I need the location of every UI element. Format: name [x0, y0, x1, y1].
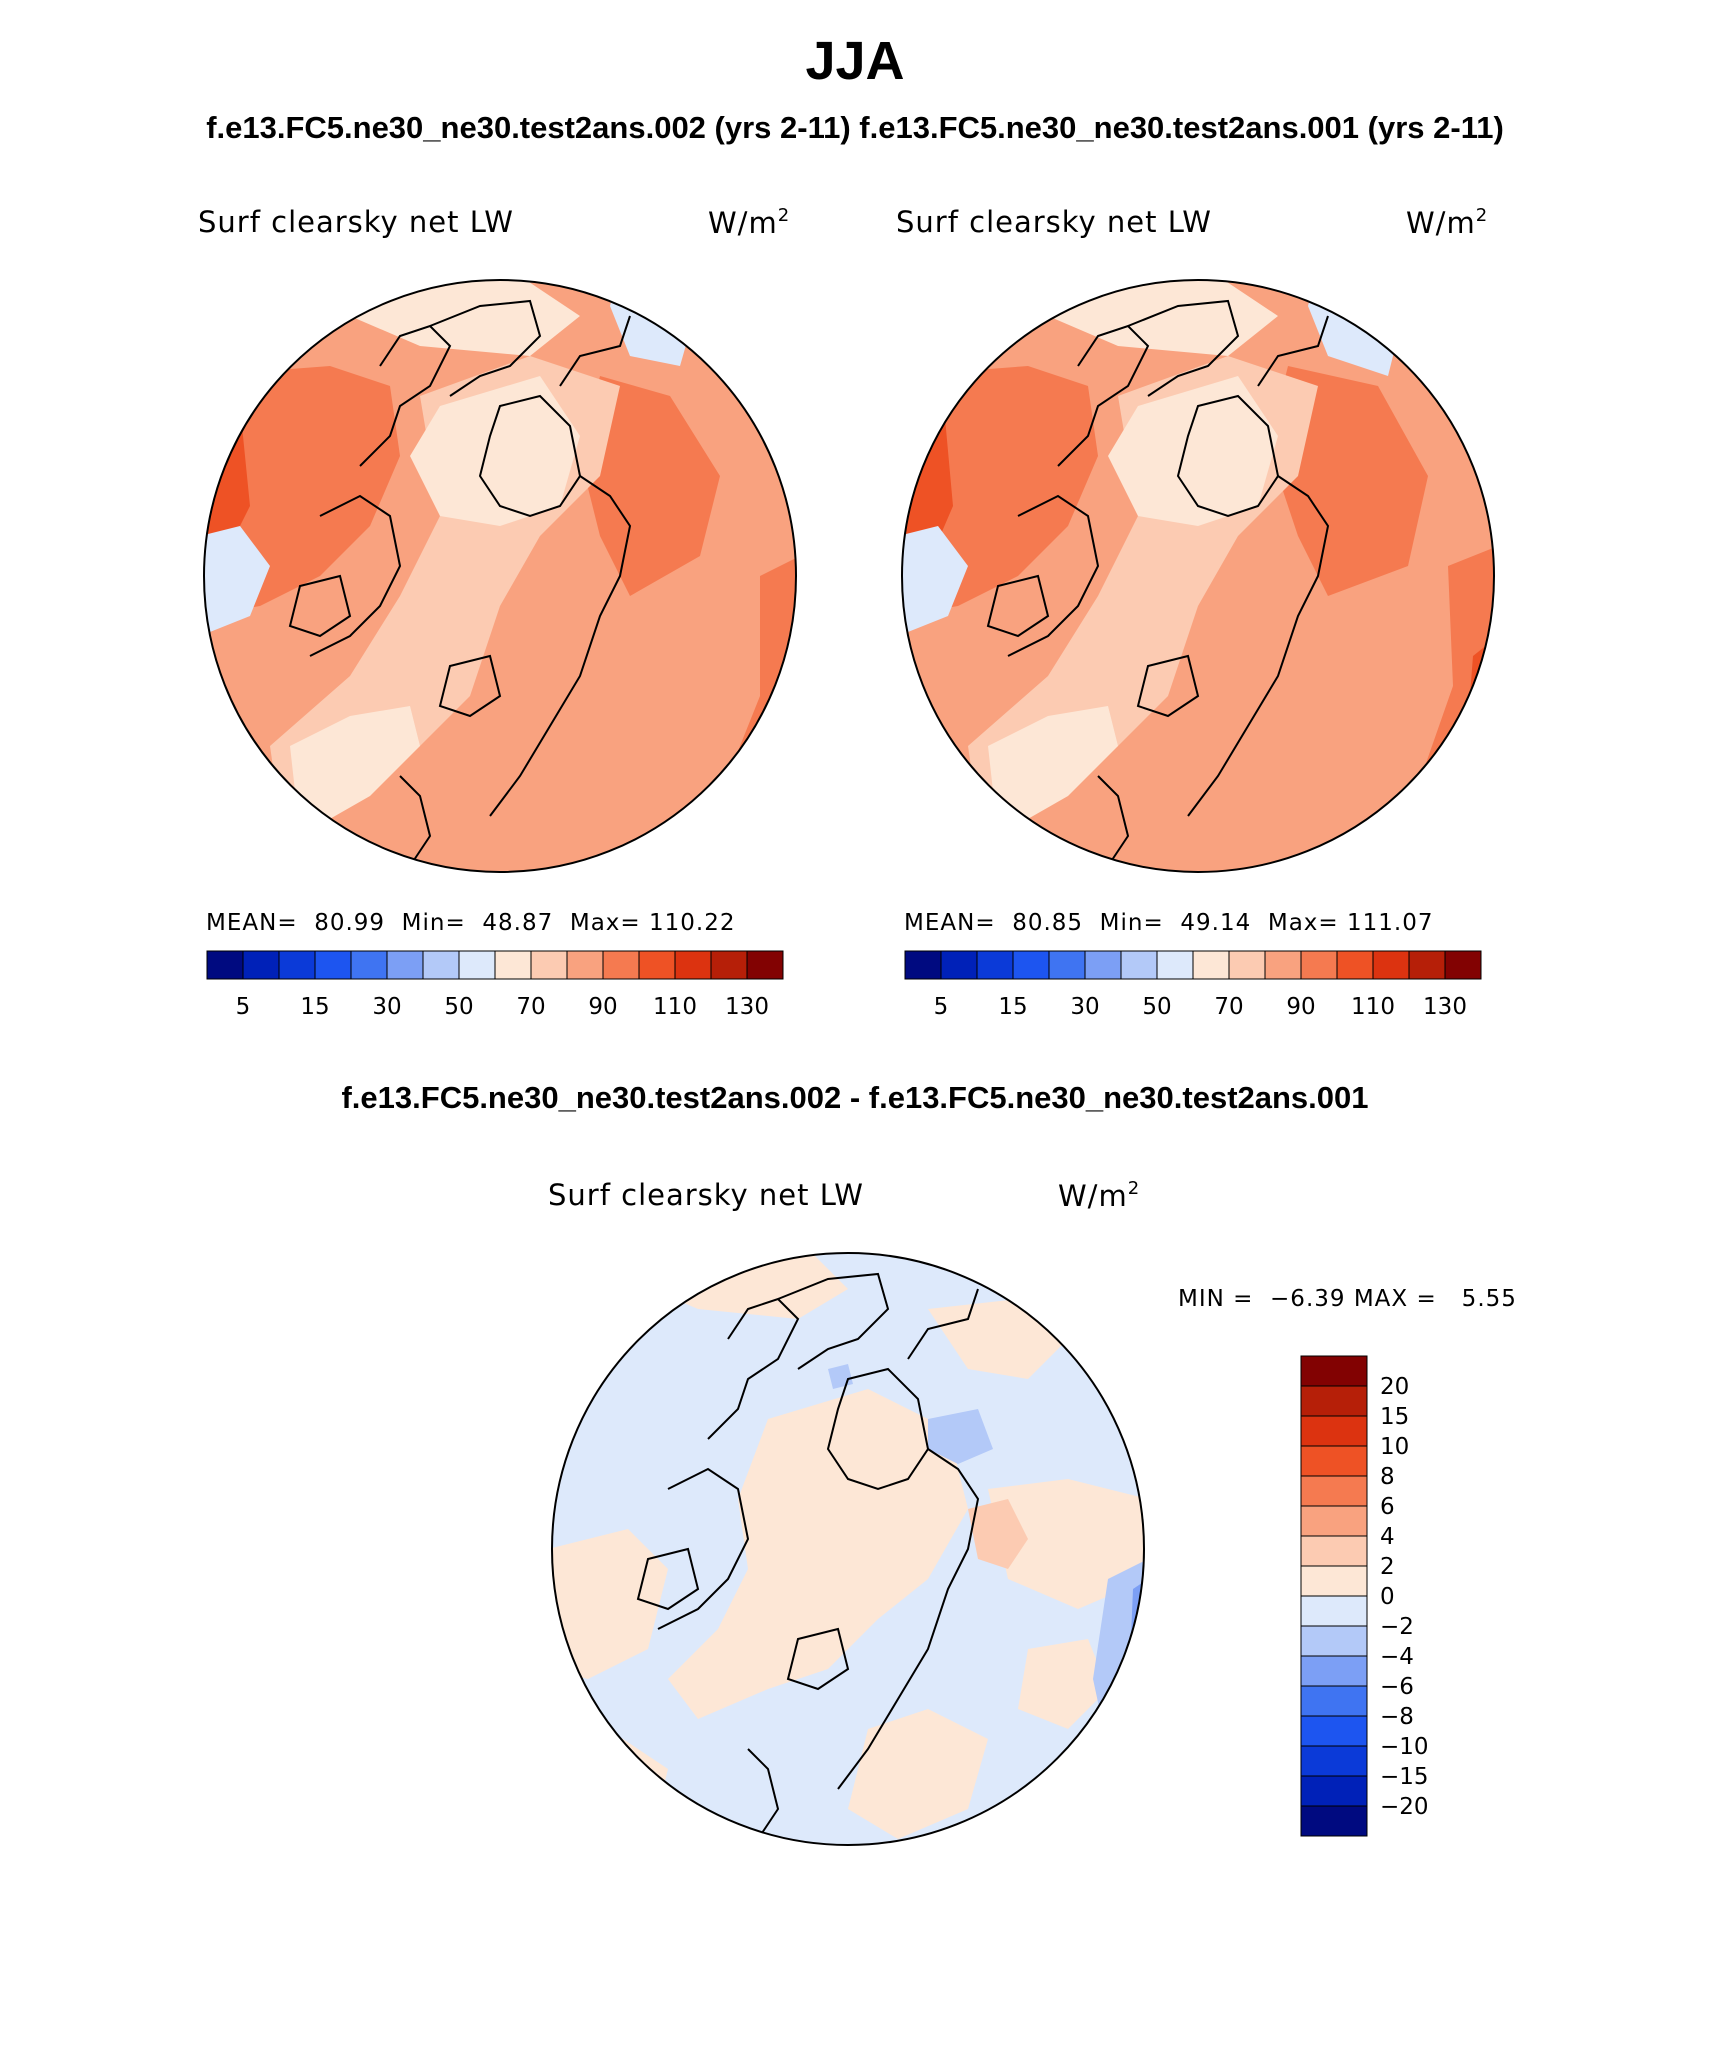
colorbar-tick-label: −15	[1380, 1764, 1429, 1790]
colorbar-swatch	[350, 950, 388, 980]
colorbar-tick-label: −10	[1380, 1734, 1429, 1760]
colorbar-tick-label: 5	[934, 994, 949, 1020]
colorbar-swatch	[566, 950, 604, 980]
colorbar-swatch	[1084, 950, 1122, 980]
colorbar-swatch	[1300, 1415, 1368, 1447]
colorbar-swatch	[1300, 1745, 1368, 1777]
colorbar-swatch	[746, 950, 784, 980]
colorbar-tick-label: 50	[1142, 994, 1171, 1020]
colorbar-tick-label: 6	[1380, 1494, 1395, 1520]
panel1-colorbar: 5 15 30 50 70 90 110 130	[206, 950, 784, 1020]
colorbar-tick-label: 70	[1214, 994, 1243, 1020]
colorbar-swatch	[1156, 950, 1194, 980]
colorbar-swatch	[1300, 1775, 1368, 1807]
colorbar-swatch	[422, 950, 460, 980]
colorbar-swatch	[1300, 1595, 1368, 1627]
colorbar-swatch	[1300, 950, 1338, 980]
colorbar-swatch	[976, 950, 1014, 980]
colorbar-swatch	[1372, 950, 1410, 980]
colorbar-swatch	[1300, 1445, 1368, 1477]
colorbar-swatch	[530, 950, 568, 980]
colorbar-tick-label: 5	[236, 994, 251, 1020]
colorbar-tick-label: −8	[1380, 1704, 1414, 1730]
colorbar-swatch	[1300, 1505, 1368, 1537]
colorbar-tick-label: −20	[1380, 1794, 1429, 1820]
colorbar-tick-label: 15	[1380, 1404, 1409, 1430]
colorbar-tick-label: 110	[653, 994, 697, 1020]
colorbar-tick-label: 90	[588, 994, 617, 1020]
colorbar-swatch	[1444, 950, 1482, 980]
colorbar-swatch	[940, 950, 978, 980]
colorbar-tick-label: 130	[1423, 994, 1467, 1020]
panel1-stats: MEAN= 80.99 Min= 48.87 Max= 110.22	[206, 910, 736, 936]
colorbar-tick-label: 0	[1380, 1584, 1395, 1610]
diff-units-label: W/m2	[1058, 1178, 1141, 1213]
colorbar-swatch	[386, 950, 424, 980]
colorbar-swatch	[710, 950, 748, 980]
colorbar-tick-label: 15	[300, 994, 329, 1020]
colorbar-swatch	[1300, 1625, 1368, 1657]
colorbar-swatch	[1300, 1355, 1368, 1387]
colorbar-swatch	[1012, 950, 1050, 980]
colorbar-swatch	[904, 950, 942, 980]
colorbar-swatch	[1300, 1385, 1368, 1417]
colorbar-swatch	[602, 950, 640, 980]
panel1-polar-map	[203, 279, 797, 873]
diff-variable-label: Surf clearsky net LW	[548, 1178, 864, 1212]
colorbar-tick-label: 20	[1380, 1374, 1409, 1400]
diff-min-max: MIN = −6.39 MAX = 5.55	[1178, 1286, 1517, 1312]
panel1-variable-label: Surf clearsky net LW	[198, 205, 514, 239]
colorbar-tick-label: 110	[1351, 994, 1395, 1020]
difference-polar-map	[551, 1252, 1145, 1846]
difference-subtitle: f.e13.FC5.ne30_ne30.test2ans.002 - f.e13…	[341, 1080, 1369, 1115]
panel2-polar-map	[901, 279, 1495, 873]
colorbar-swatch	[1300, 1475, 1368, 1507]
colorbar-swatch	[1228, 950, 1266, 980]
colorbar-swatch	[1336, 950, 1374, 980]
panel1-units-label: W/m2	[708, 205, 791, 240]
colorbar-swatch	[1192, 950, 1230, 980]
colorbar-tick-label: −2	[1380, 1614, 1414, 1640]
colorbar-swatch	[1300, 1805, 1368, 1837]
colorbar-tick-label: 30	[1070, 994, 1099, 1020]
colorbar-tick-label: 15	[998, 994, 1027, 1020]
colorbar-swatch	[1300, 1655, 1368, 1687]
colorbar-swatch	[1408, 950, 1446, 980]
colorbar-swatch	[314, 950, 352, 980]
colorbar-swatch	[1120, 950, 1158, 980]
colorbar-tick-label: 70	[516, 994, 545, 1020]
colorbar-tick-label: 130	[725, 994, 769, 1020]
colorbar-swatch	[1300, 1565, 1368, 1597]
colorbar-swatch	[242, 950, 280, 980]
colorbar-tick-label: 90	[1286, 994, 1315, 1020]
panel2-units-label: W/m2	[1406, 205, 1489, 240]
colorbar-tick-label: 10	[1380, 1434, 1409, 1460]
colorbar-tick-label: 50	[444, 994, 473, 1020]
colorbar-tick-label: 4	[1380, 1524, 1395, 1550]
colorbar-swatch	[458, 950, 496, 980]
colorbar-tick-label: 8	[1380, 1464, 1395, 1490]
colorbar-swatch	[674, 950, 712, 980]
colorbar-swatch	[278, 950, 316, 980]
colorbar-swatch	[1264, 950, 1302, 980]
colorbar-tick-label: −6	[1380, 1674, 1414, 1700]
colorbar-tick-label: 2	[1380, 1554, 1395, 1580]
colorbar-tick-label: −4	[1380, 1644, 1414, 1670]
panel2-colorbar: 5 15 30 50 70 90 110 130	[904, 950, 1482, 1020]
colorbar-tick-label: 30	[372, 994, 401, 1020]
colorbar-swatch	[1300, 1715, 1368, 1747]
colorbar-swatch	[1048, 950, 1086, 980]
colorbar-swatch	[1300, 1685, 1368, 1717]
colorbar-swatch	[494, 950, 532, 980]
case-comparison-subtitle: f.e13.FC5.ne30_ne30.test2ans.002 (yrs 2-…	[206, 110, 1504, 145]
figure-title: JJA	[805, 31, 905, 91]
colorbar-swatch	[1300, 1535, 1368, 1567]
panel2-stats: MEAN= 80.85 Min= 49.14 Max= 111.07	[904, 910, 1434, 936]
colorbar-swatch	[206, 950, 244, 980]
panel2-variable-label: Surf clearsky net LW	[896, 205, 1212, 239]
colorbar-swatch	[638, 950, 676, 980]
